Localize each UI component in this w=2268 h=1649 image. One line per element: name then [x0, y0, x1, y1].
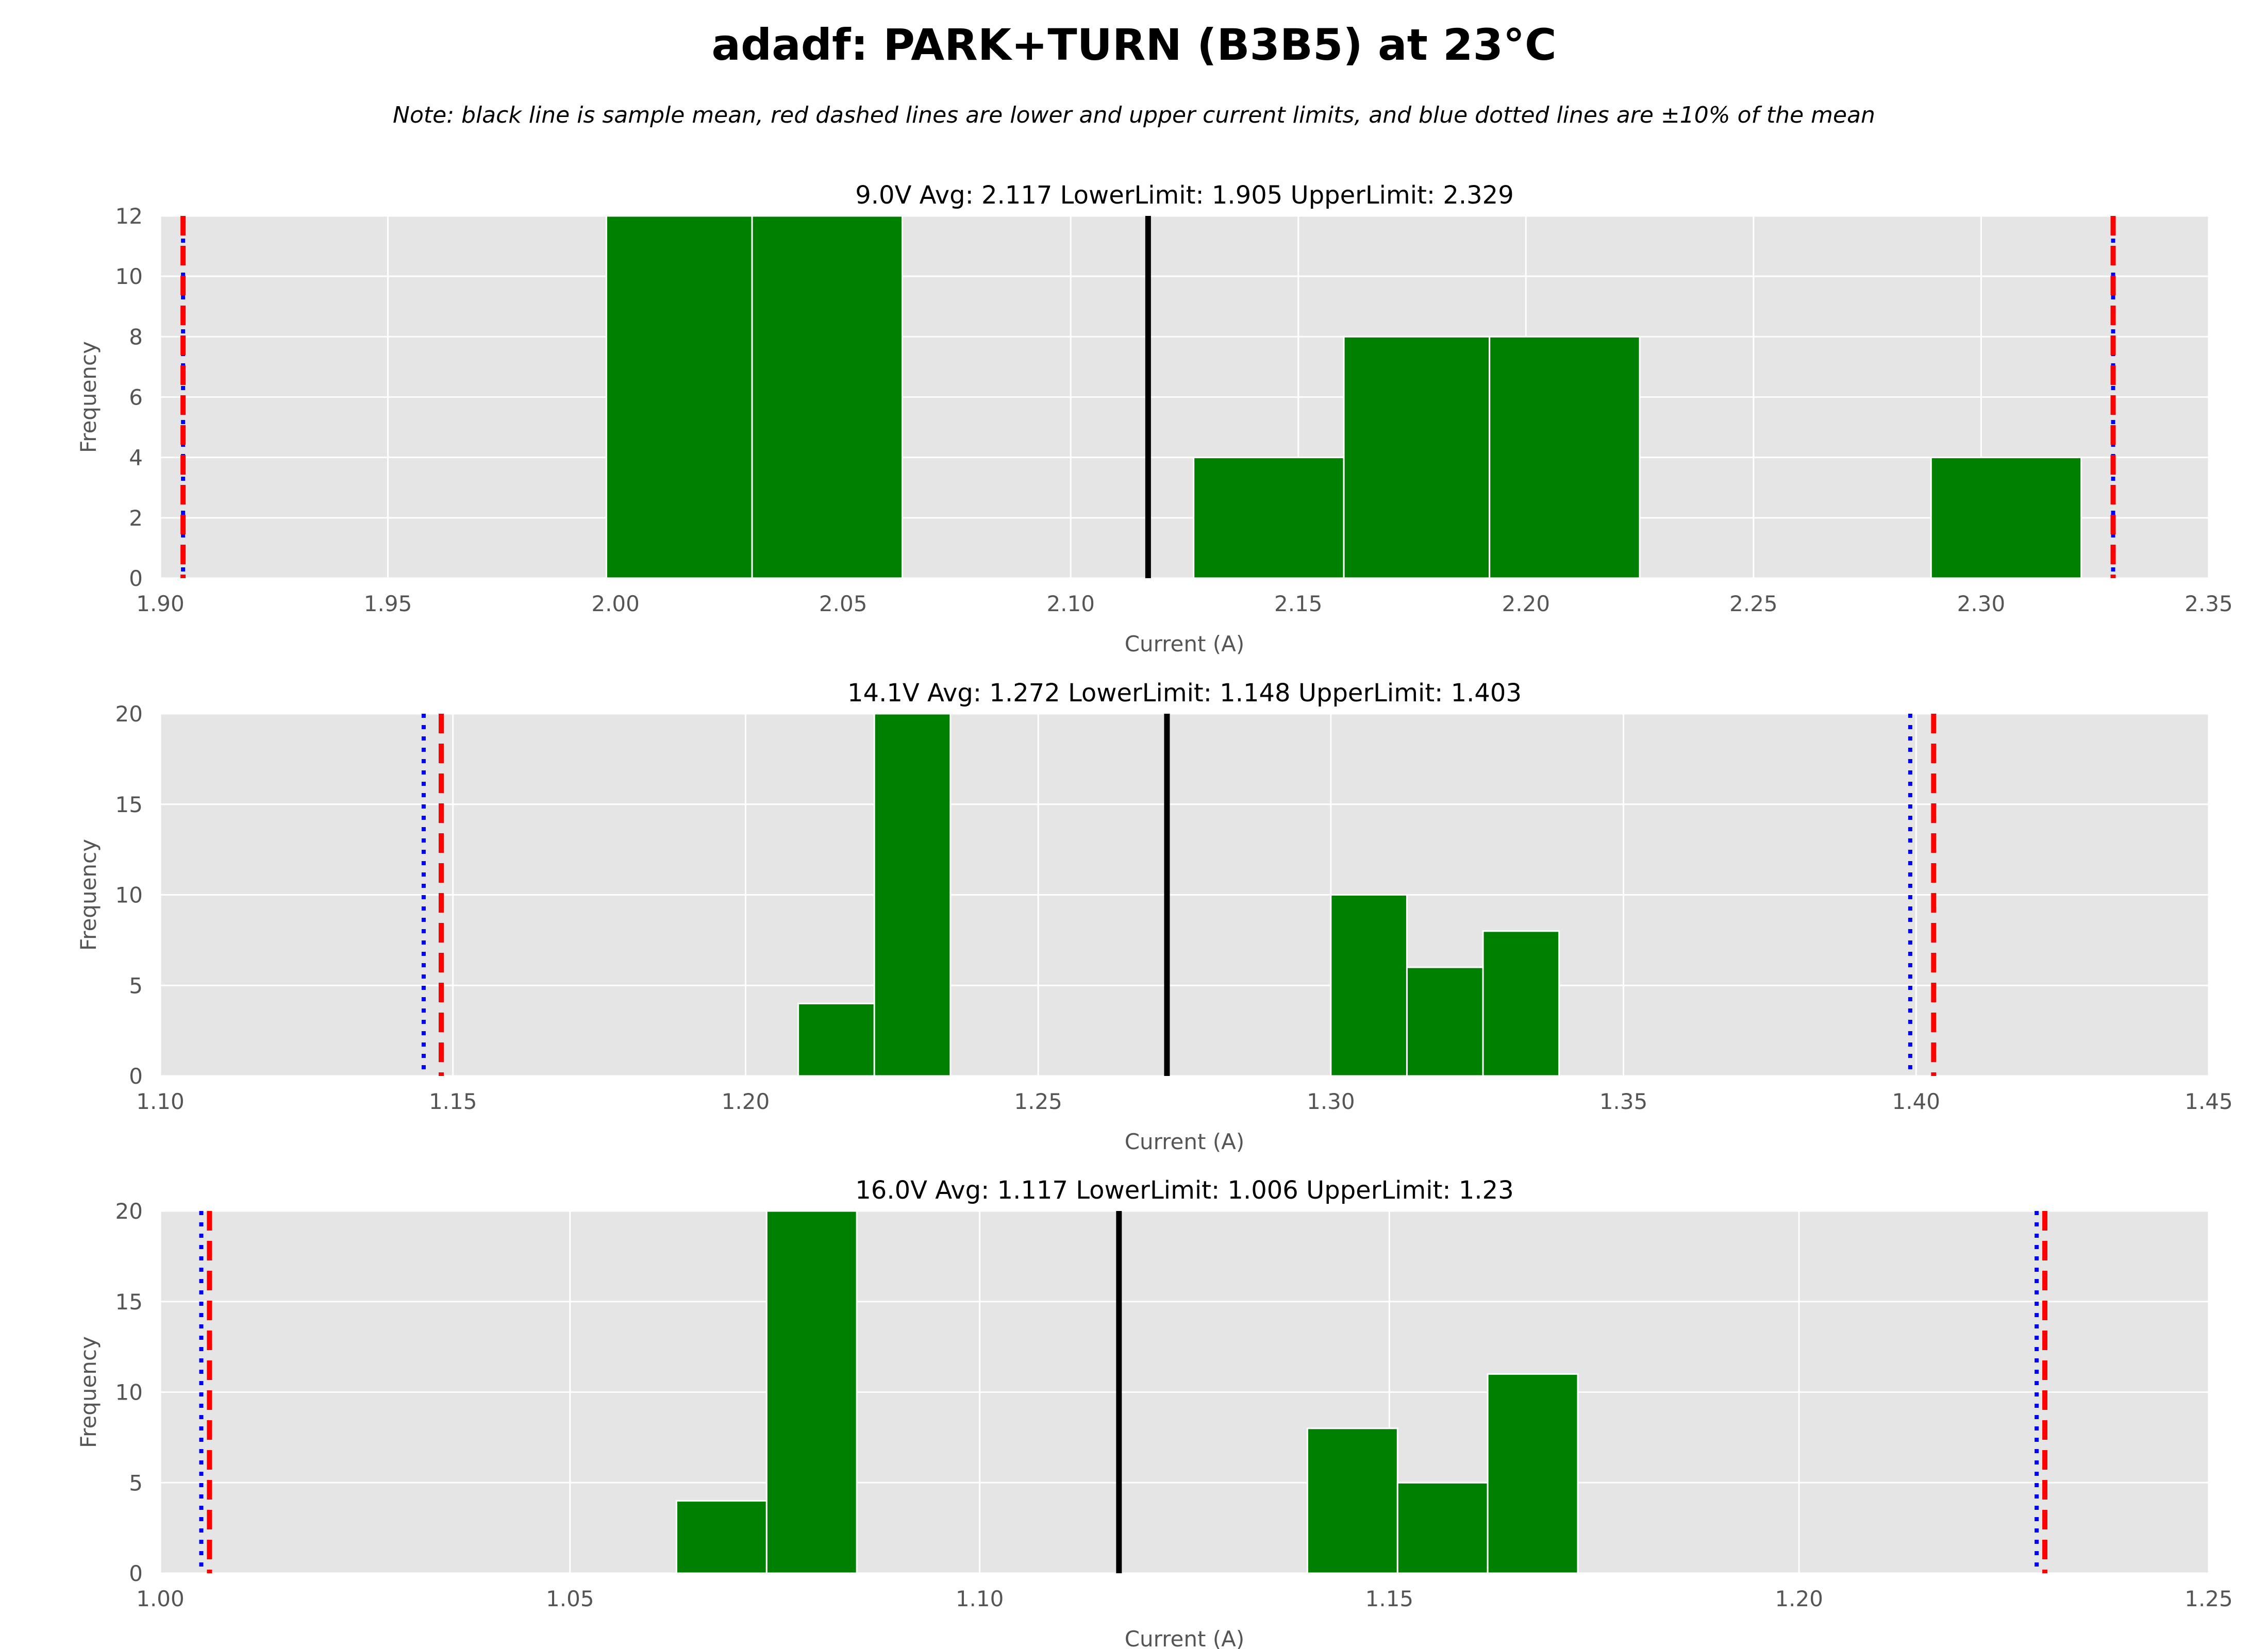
y-tick-label: 20 [115, 701, 143, 727]
y-tick-label: 15 [115, 1289, 143, 1315]
y-axis-label: Frequency [76, 1336, 101, 1448]
x-tick-label: 2.10 [1046, 591, 1095, 616]
y-tick-label: 2 [129, 506, 143, 531]
figure-note: Note: black line is sample mean, red das… [393, 102, 1875, 128]
x-tick-label: 1.90 [136, 591, 185, 616]
histogram-bar [1482, 930, 1560, 1077]
x-tick-label: 1.40 [1892, 1089, 1941, 1114]
x-tick-label: 2.15 [1274, 591, 1323, 616]
y-tick-label: 5 [129, 1470, 143, 1495]
histogram-bar [1396, 1482, 1489, 1574]
x-tick-label: 2.30 [1957, 591, 2006, 616]
y-axis-label: Frequency [76, 839, 101, 951]
histogram-bar [1343, 335, 1491, 579]
histogram-bar [1306, 1427, 1398, 1574]
x-tick-label: 1.25 [2184, 1586, 2233, 1611]
y-tick-label: 5 [129, 973, 143, 998]
x-tick-label: 1.20 [1775, 1586, 1823, 1611]
histogram-bar [1193, 457, 1345, 579]
y-tick-label: 10 [115, 264, 143, 289]
x-tick-label: 2.05 [819, 591, 868, 616]
x-tick-label: 1.05 [546, 1586, 594, 1611]
histogram-bar [1489, 335, 1641, 579]
x-tick-label: 2.35 [2184, 591, 2233, 616]
y-tick-label: 4 [129, 445, 143, 470]
y-tick-label: 0 [129, 566, 143, 591]
x-tick-label: 1.15 [1365, 1586, 1414, 1611]
x-axis-label: Current (A) [1125, 1129, 1245, 1154]
histogram-bar [765, 1210, 858, 1574]
y-tick-label: 12 [115, 204, 143, 229]
y-tick-label: 10 [115, 883, 143, 908]
histogram-bar [1330, 894, 1408, 1077]
y-tick-label: 0 [129, 1561, 143, 1586]
histogram-bar [1930, 457, 2082, 579]
histogram-bar [675, 1500, 768, 1574]
x-tick-label: 1.00 [136, 1586, 185, 1611]
figure-title: adadf: PARK+TURN (B3B5) at 23°C [711, 20, 1556, 70]
histogram-bar [1487, 1373, 1579, 1574]
histogram-bar [873, 713, 952, 1077]
y-axis-label: Frequency [76, 341, 101, 453]
x-tick-label: 1.20 [722, 1089, 770, 1114]
x-tick-label: 1.25 [1014, 1089, 1062, 1114]
y-tick-label: 15 [115, 792, 143, 817]
x-tick-label: 2.00 [591, 591, 640, 616]
x-tick-label: 1.95 [364, 591, 412, 616]
x-tick-label: 2.25 [1729, 591, 1778, 616]
chart-panels: 1.90 1.95 2.00 2.05 2.10 2.15 2.20 2.25 2.30 2.35… [76, 181, 2233, 1649]
histogram-panel-2: 1.10 1.15 1.20 1.25 1.30 1.35 1.40 1.45 0 5 10 15 20… [76, 679, 2233, 1154]
x-tick-label: 1.45 [2184, 1089, 2233, 1114]
y-tick-label: 8 [129, 324, 143, 349]
y-tick-label: 6 [129, 385, 143, 410]
x-tick-label: 1.15 [429, 1089, 477, 1114]
histogram-panel-3: 1.00 1.05 1.10 1.15 1.20 1.25 0 5 10 15 20 Current … [76, 1176, 2233, 1649]
subplot-title: 9.0V Avg: 2.117 LowerLimit: 1.905 UpperL… [855, 181, 1513, 210]
y-tick-label: 10 [115, 1380, 143, 1405]
subplot-title: 16.0V Avg: 1.117 LowerLimit: 1.006 Upper… [855, 1176, 1513, 1205]
histogram-bar [605, 215, 753, 579]
x-tick-label: 1.35 [1599, 1089, 1648, 1114]
x-tick-label: 1.10 [136, 1089, 185, 1114]
histogram-bar [797, 1002, 875, 1077]
x-tick-label: 1.30 [1307, 1089, 1355, 1114]
histogram-bar [1406, 966, 1484, 1077]
x-tick-label: 2.20 [1502, 591, 1550, 616]
x-axis-label: Current (A) [1125, 631, 1245, 657]
x-tick-label: 1.10 [956, 1586, 1004, 1611]
histogram-bar [751, 215, 903, 579]
x-axis-label: Current (A) [1125, 1626, 1245, 1649]
subplot-title: 14.1V Avg: 1.272 LowerLimit: 1.148 Upper… [847, 679, 1522, 708]
y-tick-label: 20 [115, 1199, 143, 1224]
y-tick-label: 0 [129, 1064, 143, 1089]
histogram-panel-1: 1.90 1.95 2.00 2.05 2.10 2.15 2.20 2.25 2.30 2.35… [76, 181, 2233, 657]
